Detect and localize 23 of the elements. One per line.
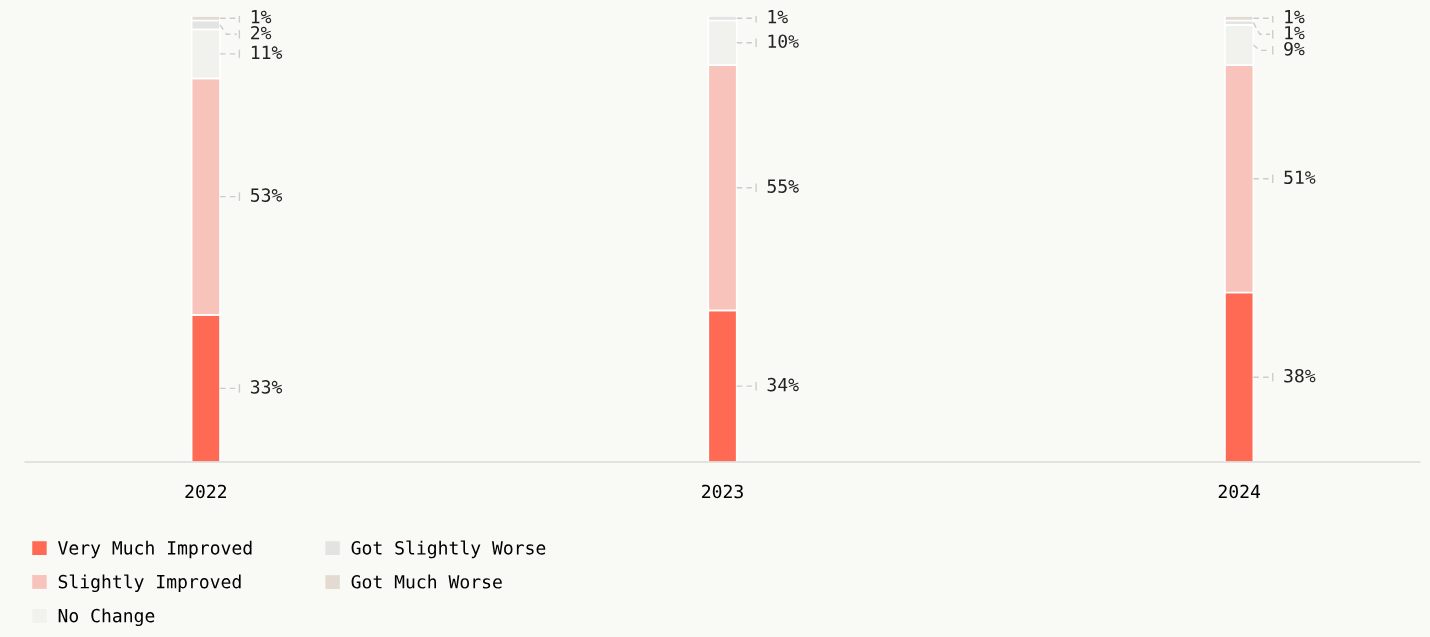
data-label: 55% xyxy=(767,179,799,193)
x-tick-label: 2022 xyxy=(185,484,227,499)
data-label: 1% xyxy=(1285,10,1305,24)
data-label: 1% xyxy=(768,10,788,24)
data-label: 53% xyxy=(251,188,283,202)
data-label: 34% xyxy=(767,377,799,392)
x-tick-label: 2023 xyxy=(702,484,743,499)
bar xyxy=(1224,16,1255,22)
legend-label: Very Much Improved xyxy=(58,540,252,559)
data-label: 38% xyxy=(1284,368,1316,383)
data-label: 11% xyxy=(251,45,283,59)
x-tick-label: 2024 xyxy=(1218,484,1261,499)
data-label: 33% xyxy=(250,380,283,394)
data-label: 51% xyxy=(1284,170,1316,185)
data-label: 1% xyxy=(1285,26,1305,40)
legend-label: Got Slightly Worse xyxy=(351,540,546,559)
data-label: 9% xyxy=(1284,41,1305,56)
legend-label: Got Much Worse xyxy=(351,574,502,589)
legend-label: No Change xyxy=(58,608,155,627)
data-label: 1% xyxy=(251,10,272,24)
data-label: 10% xyxy=(768,34,799,49)
legend-label: Slightly Improved xyxy=(58,574,241,593)
data-label: 2% xyxy=(251,25,272,40)
